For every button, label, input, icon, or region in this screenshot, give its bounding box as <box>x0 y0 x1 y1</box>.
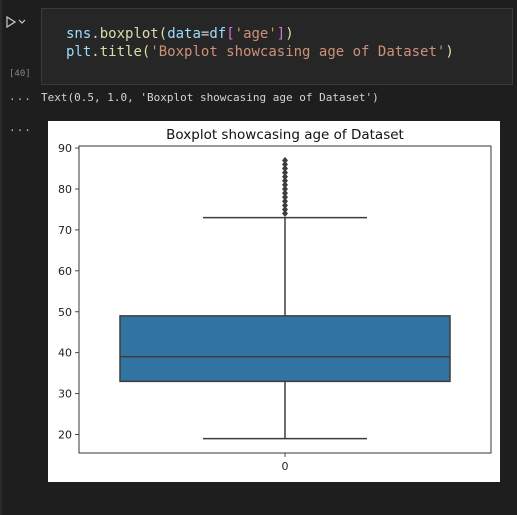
code-line-1-token: sns <box>66 26 92 42</box>
outlier-point <box>282 197 288 205</box>
outlier-point <box>282 169 288 177</box>
outlier-point <box>282 201 288 209</box>
play-icon <box>6 16 16 28</box>
outlier-point <box>282 160 288 168</box>
y-tick-label: 80 <box>58 183 72 196</box>
code-line-2-token: . <box>91 44 100 60</box>
outlier-point <box>282 173 288 181</box>
code-line-1-token: boxplot <box>99 26 159 42</box>
chevron-down-icon[interactable] <box>18 19 26 25</box>
outlier-point <box>282 156 288 164</box>
boxplot-chart: Boxplot showcasing age of Dataset 20 30 40 5… <box>58 127 492 473</box>
outlier-point <box>282 193 288 201</box>
code-line-1-token: ] <box>276 26 286 42</box>
output-more-button[interactable]: ... <box>9 90 32 103</box>
outlier-point <box>282 181 288 189</box>
y-tick-label: 30 <box>58 388 72 401</box>
y-tick-label: 50 <box>58 306 72 319</box>
code-line-1[interactable]: sns.boxplot(data=df['age']) <box>66 24 294 44</box>
code-line-1-token: ) <box>285 26 294 42</box>
plot-frame <box>78 145 492 454</box>
code-line-1-token: ( <box>158 26 168 42</box>
outlier-point <box>282 185 288 193</box>
output-text: Text(0.5, 1.0, 'Boxplot showcasing age o… <box>41 91 379 104</box>
code-line-1-token: [ <box>226 26 235 42</box>
y-tick-label: 70 <box>58 224 72 237</box>
plot-output-more-button[interactable]: ... <box>9 121 32 134</box>
plot-output: Boxplot showcasing age of Dataset 20 30 40 5… <box>48 121 500 482</box>
code-line-1-token: . <box>91 26 100 42</box>
y-tick-label: 20 <box>58 429 72 442</box>
code-line-2-token: ) <box>445 44 454 60</box>
y-tick-label: 40 <box>58 347 72 360</box>
code-line-1-token: df <box>209 26 227 42</box>
code-line-1-token: = <box>200 26 210 42</box>
outlier-point <box>282 165 288 173</box>
x-tick-label: 0 <box>282 460 289 473</box>
code-line-2-token: plt <box>66 44 92 60</box>
code-line-1-token: 'age' <box>234 26 277 42</box>
execution-count: [40] <box>9 69 31 79</box>
outlier-point <box>282 189 288 197</box>
code-line-2[interactable]: plt.title('Boxplot showcasing age of Dat… <box>66 42 454 62</box>
y-tick-label: 90 <box>58 142 72 155</box>
iqr-box <box>119 315 451 383</box>
run-cell-button[interactable] <box>6 13 30 31</box>
y-tick-label: 60 <box>58 265 72 278</box>
outlier-point <box>282 177 288 185</box>
outlier-point <box>282 205 288 213</box>
chart-title: Boxplot showcasing age of Dataset <box>166 127 404 143</box>
outlier-point <box>282 210 288 218</box>
code-line-2-token: ( <box>141 44 151 60</box>
code-line-2-token: 'Boxplot showcasing age of Dataset' <box>150 44 446 60</box>
cell-gutter <box>0 0 2 515</box>
code-cell-editor[interactable]: sns.boxplot(data=df['age']) plt.title('B… <box>41 8 513 85</box>
code-line-2-token: title <box>99 44 142 60</box>
code-line-1-token: data <box>167 26 201 42</box>
